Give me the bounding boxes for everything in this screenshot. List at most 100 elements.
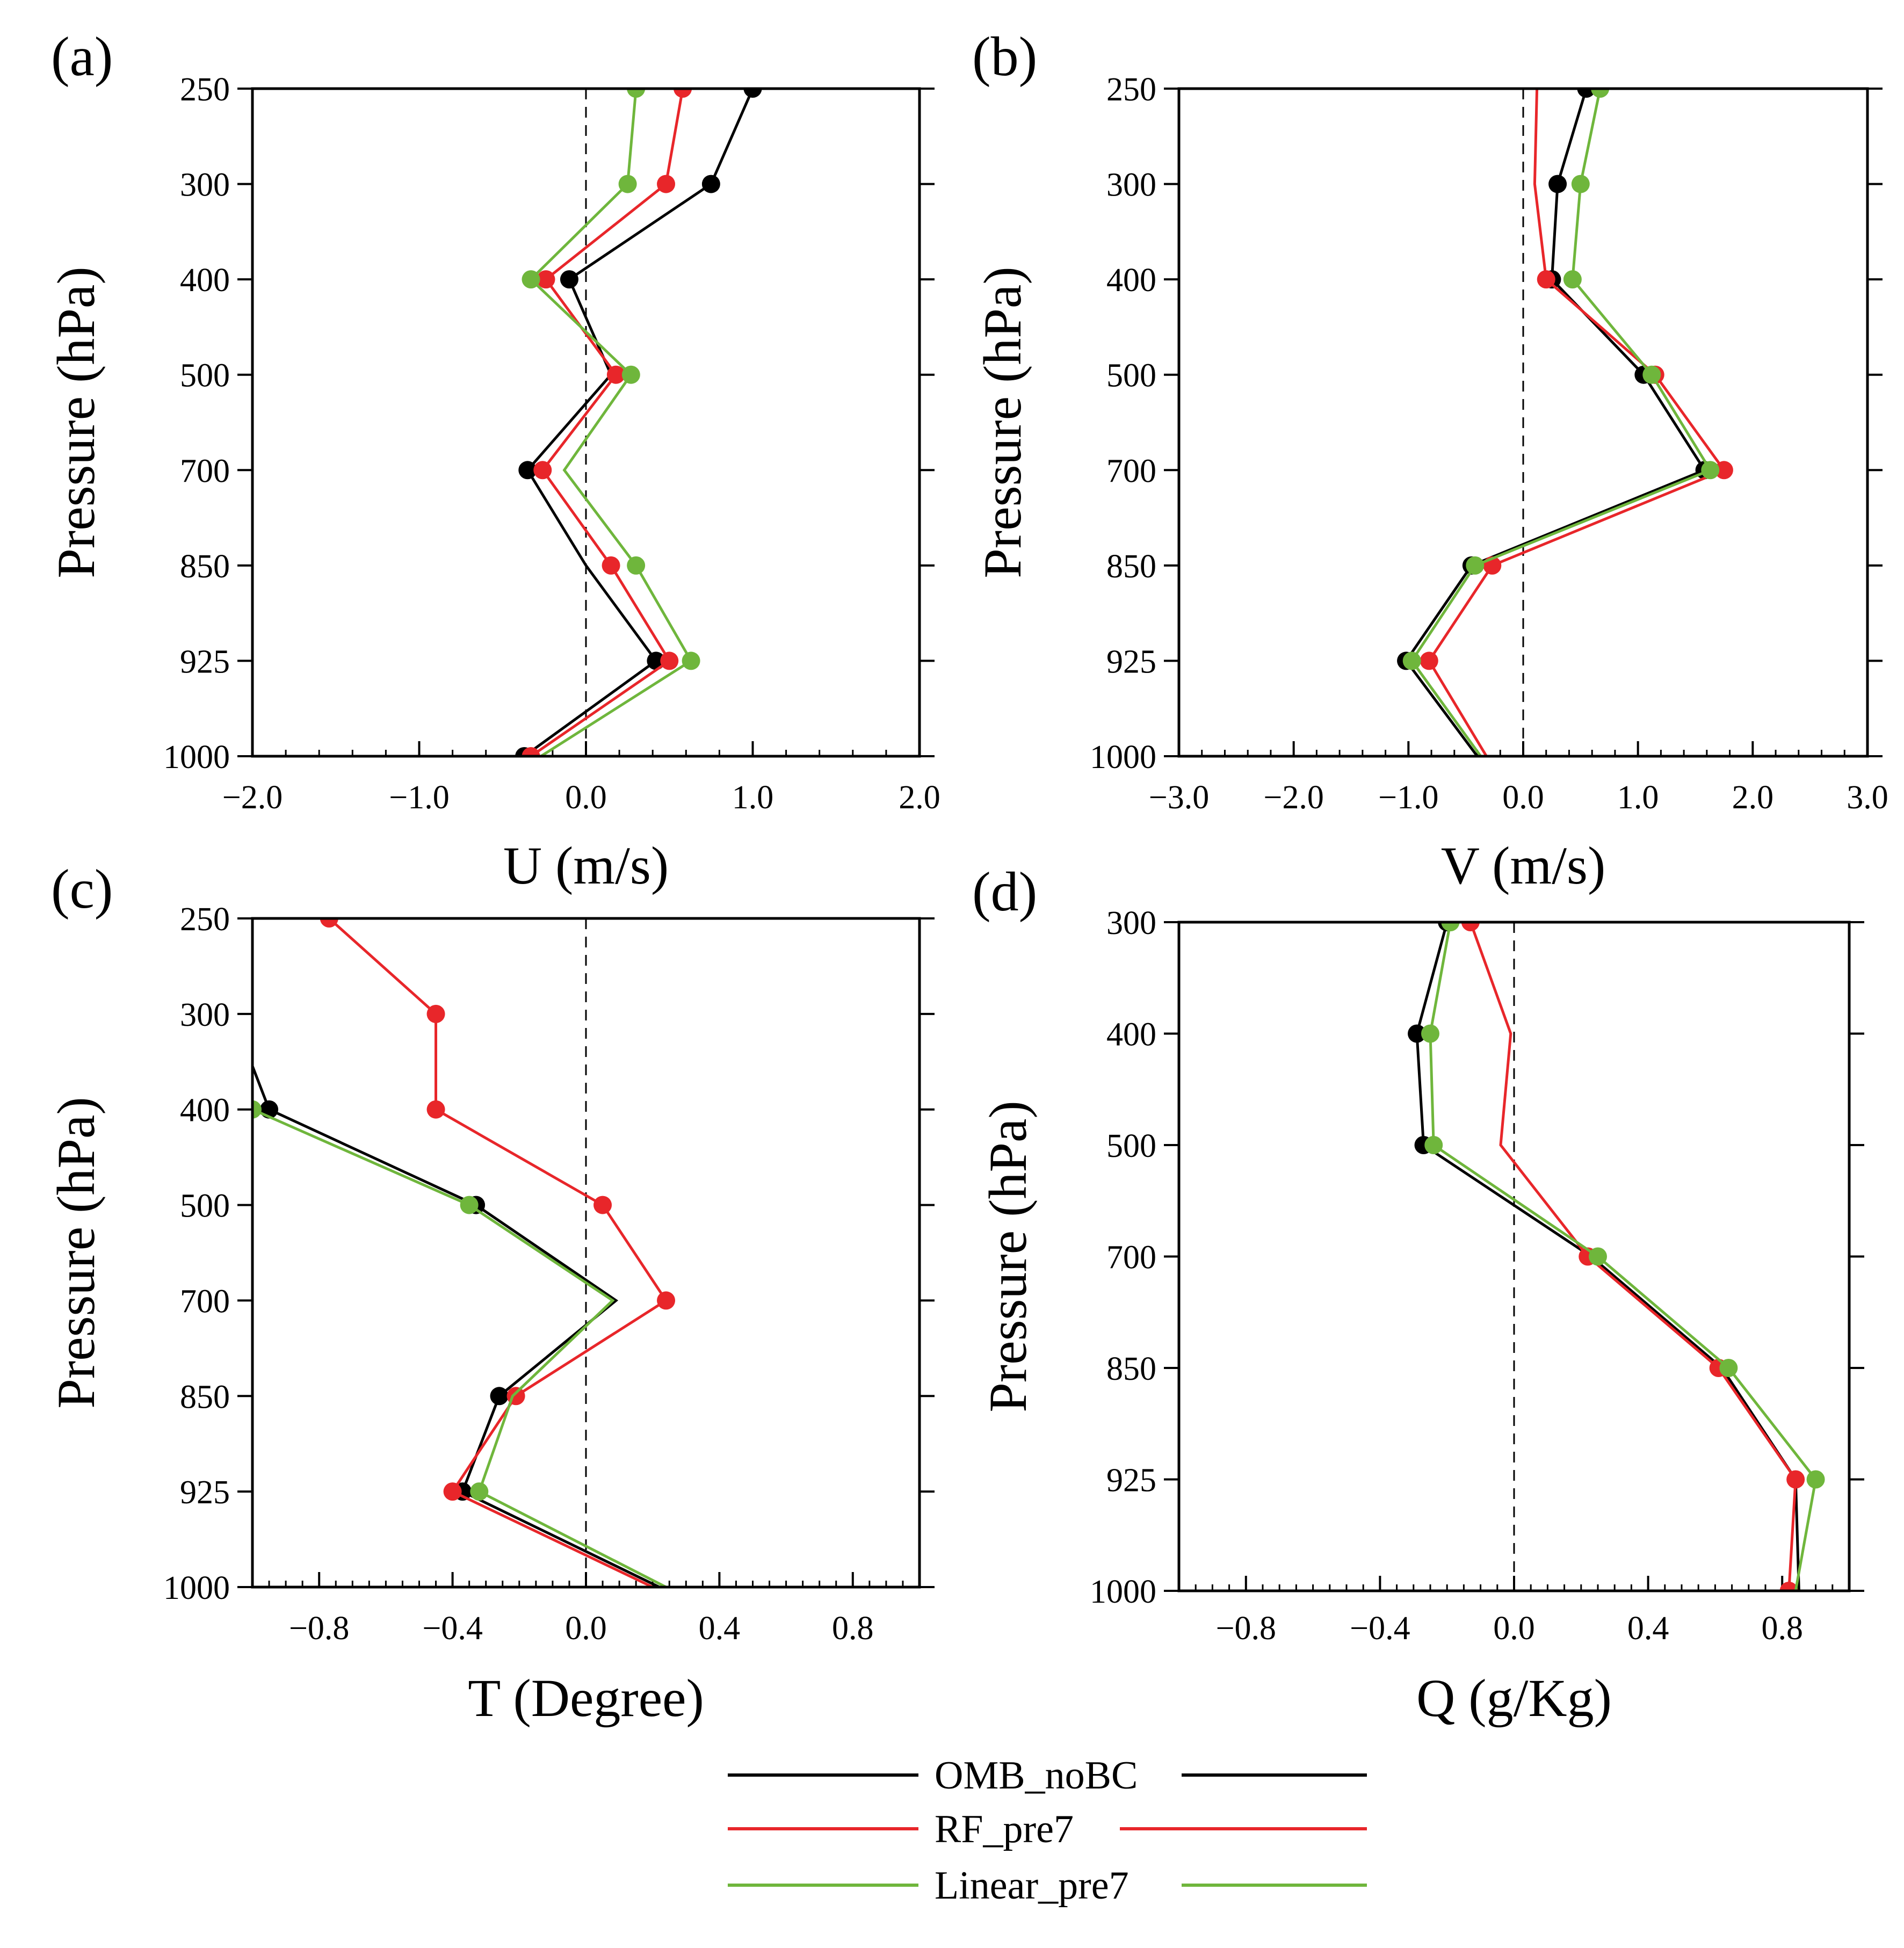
panel-c-series-linear-pre7-marker bbox=[460, 1196, 479, 1214]
panel-b-series-linear-pre7-marker bbox=[1701, 461, 1720, 480]
panel-b-series-omb-nobc-marker bbox=[1577, 89, 1596, 98]
panel-d-series-linear-pre7-marker bbox=[1589, 1247, 1607, 1266]
panel-d: −0.8 −0.4 0.0 0.4 0.8 300 400 500 700 850 925 1000 Q… bbox=[972, 861, 1864, 1728]
panel-b-series-linear-pre7-marker bbox=[1591, 89, 1610, 98]
panel-c-series-rf-pre7-marker bbox=[426, 1004, 445, 1023]
panel-c-series-rf-pre7-marker bbox=[593, 1196, 612, 1214]
panel-d-series-linear-pre7-marker bbox=[1719, 1359, 1738, 1377]
panel-a-series-rf-pre7-marker bbox=[602, 556, 620, 575]
panel-c-series-linear-pre7 bbox=[252, 1100, 667, 1587]
legend: OMB_noBC RF_pre7 Linear_pre7 bbox=[728, 1754, 1367, 1908]
panel-c-x-tick-label: −0.4 bbox=[422, 1610, 482, 1647]
panel-d-y-tick-label: 300 bbox=[1106, 905, 1156, 942]
panel-a-y-tick-label: 500 bbox=[180, 358, 230, 394]
panel-d-series-omb-nobc-marker bbox=[1408, 1024, 1427, 1043]
panel-d-y-tick-label: 1000 bbox=[1090, 1574, 1156, 1610]
panel-d-x-axis-title: Q (g/Kg) bbox=[1416, 1668, 1612, 1728]
panel-d-x-tick-label: 0.0 bbox=[1493, 1610, 1535, 1647]
panel-a-x-tick-label: 2.0 bbox=[899, 779, 940, 816]
panel-b-series-rf-pre7 bbox=[1420, 89, 1733, 756]
panel-d-y-tick-label: 850 bbox=[1106, 1351, 1156, 1387]
panel-a-series-rf-pre7-marker bbox=[606, 365, 625, 384]
panel-a-x-tick-label: 1.0 bbox=[732, 779, 774, 816]
panel-b-series-linear-pre7-marker bbox=[1466, 556, 1485, 575]
panel-d-series-omb-nobc-line bbox=[1415, 922, 1800, 1591]
panel-c-label: (c) bbox=[51, 858, 113, 920]
panel-a-x-axis-title: U (m/s) bbox=[503, 836, 669, 895]
panel-c-series-rf-pre7 bbox=[320, 918, 676, 1587]
panel-d-series-linear-pre7-marker bbox=[1806, 1470, 1825, 1489]
panel-c-series-omb-nobc-line bbox=[252, 1062, 660, 1587]
panel-a-y-tick-label: 850 bbox=[180, 548, 230, 585]
panel-c-series-rf-pre7-marker bbox=[426, 1100, 445, 1119]
panel-a-series-rf-pre7-marker bbox=[537, 270, 555, 289]
panel-c-series-rf-pre7-line bbox=[328, 918, 668, 1587]
panel-b: −3.0 −2.0 −1.0 0.0 1.0 2.0 3.0 250 300 400 500 700 8… bbox=[972, 26, 1888, 895]
panel-b-y-tick-label: 925 bbox=[1106, 643, 1156, 680]
panel-a-series-linear-pre7-marker bbox=[627, 556, 646, 575]
panel-a-series-rf-pre7-line bbox=[530, 89, 684, 756]
panel-b-series-omb-nobc bbox=[1397, 89, 1714, 756]
panel-b-series-linear-pre7-marker bbox=[1571, 175, 1590, 193]
panel-c-x-axis-title: T (Degree) bbox=[468, 1668, 704, 1728]
panel-b-y-axis-title: Pressure (hPa) bbox=[973, 266, 1032, 578]
panel-a-series-rf-pre7-marker bbox=[674, 89, 692, 98]
panel-a-series-omb-nobc-marker bbox=[518, 461, 537, 480]
panel-a-series-rf-pre7-marker bbox=[657, 175, 676, 193]
panel-c-y-tick-label: 400 bbox=[180, 1092, 230, 1129]
panel-b-x-axis-title: V (m/s) bbox=[1441, 836, 1606, 895]
panel-a-series-rf-pre7-marker bbox=[522, 747, 540, 756]
panel-b-y-tick-label: 1000 bbox=[1090, 739, 1156, 776]
panel-c-x-tick-label: 0.4 bbox=[699, 1610, 741, 1647]
panel-d-frame bbox=[1177, 921, 1851, 1592]
panel-b-y-tick-label: 250 bbox=[1106, 71, 1156, 108]
panel-b-y-tick-label: 700 bbox=[1106, 453, 1156, 489]
panel-c-y-tick-label: 850 bbox=[180, 1379, 230, 1415]
panel-d-x-tick-label: 0.8 bbox=[1761, 1610, 1803, 1647]
panel-b-y-tick-label: 300 bbox=[1106, 167, 1156, 204]
panel-a-y-tick-label: 250 bbox=[180, 71, 230, 108]
panel-c-y-tick-label: 925 bbox=[180, 1474, 230, 1511]
panel-a-y-axis-title: Pressure (hPa) bbox=[46, 266, 106, 578]
panel-d-x-tick-label: −0.4 bbox=[1350, 1610, 1410, 1647]
panel-b-frame bbox=[1177, 87, 1869, 758]
panel-d-series-rf-pre7-marker bbox=[1461, 922, 1480, 931]
panel-d-y-axis-title: Pressure (hPa) bbox=[978, 1100, 1038, 1412]
panel-b-series-rf-pre7-line bbox=[1427, 89, 1726, 756]
panel-c: −0.8 −0.4 0.0 0.4 0.8 250 300 400 500 700 850 925 10… bbox=[46, 858, 935, 1728]
panel-b-y-tick-label: 500 bbox=[1106, 358, 1156, 394]
panel-a-x-tick-label: 0.0 bbox=[565, 779, 607, 816]
panel-b-x-tick-label: 2.0 bbox=[1732, 779, 1774, 816]
panel-a-series-omb-nobc-line bbox=[523, 89, 754, 756]
panel-d-y-tick-label: 700 bbox=[1106, 1240, 1156, 1276]
panel-a-x-tick-label: −1.0 bbox=[389, 779, 449, 816]
panel-b-y-tick-label: 400 bbox=[1106, 262, 1156, 299]
panel-c-y-axis-title: Pressure (hPa) bbox=[46, 1097, 106, 1408]
panel-c-series-linear-pre7-marker bbox=[252, 1100, 262, 1119]
panel-b-series-linear-pre7-marker bbox=[1563, 270, 1582, 289]
panel-b-series-rf-pre7-marker bbox=[1420, 651, 1438, 670]
panel-d-series-linear-pre7-marker bbox=[1424, 1136, 1443, 1154]
panel-a-series-rf-pre7-marker bbox=[533, 461, 552, 480]
panel-a-y-tick-label: 925 bbox=[180, 643, 230, 680]
panel-a-series-linear-pre7-marker bbox=[618, 175, 637, 193]
panel-a-series-linear-pre7-marker bbox=[627, 89, 646, 98]
panel-d-y-tick-label: 500 bbox=[1106, 1128, 1156, 1164]
panel-a-series-omb-nobc bbox=[515, 89, 762, 756]
panel-d-series-linear-pre7-line bbox=[1429, 922, 1818, 1591]
panel-b-series-linear-pre7-line bbox=[1410, 89, 1712, 756]
panel-d-series-rf-pre7 bbox=[1461, 922, 1805, 1591]
panel-a-y-tick-label: 300 bbox=[180, 167, 230, 204]
panel-a-y-tick-label: 700 bbox=[180, 453, 230, 489]
panel-b-x-tick-label: −3.0 bbox=[1149, 779, 1209, 816]
panel-b-series-linear-pre7-marker bbox=[1642, 365, 1661, 384]
panel-a-series-rf-pre7-marker bbox=[660, 651, 679, 670]
legend-label-rf: RF_pre7 bbox=[935, 1807, 1074, 1851]
legend-label-linear: Linear_pre7 bbox=[935, 1864, 1129, 1908]
panel-c-y-tick-label: 500 bbox=[180, 1188, 230, 1225]
panel-b-label: (b) bbox=[972, 26, 1037, 88]
panel-a-series-linear-pre7-line bbox=[529, 89, 693, 756]
panel-d-series-rf-pre7-line bbox=[1469, 922, 1797, 1591]
panel-c-series-linear-pre7-line bbox=[252, 1104, 667, 1587]
